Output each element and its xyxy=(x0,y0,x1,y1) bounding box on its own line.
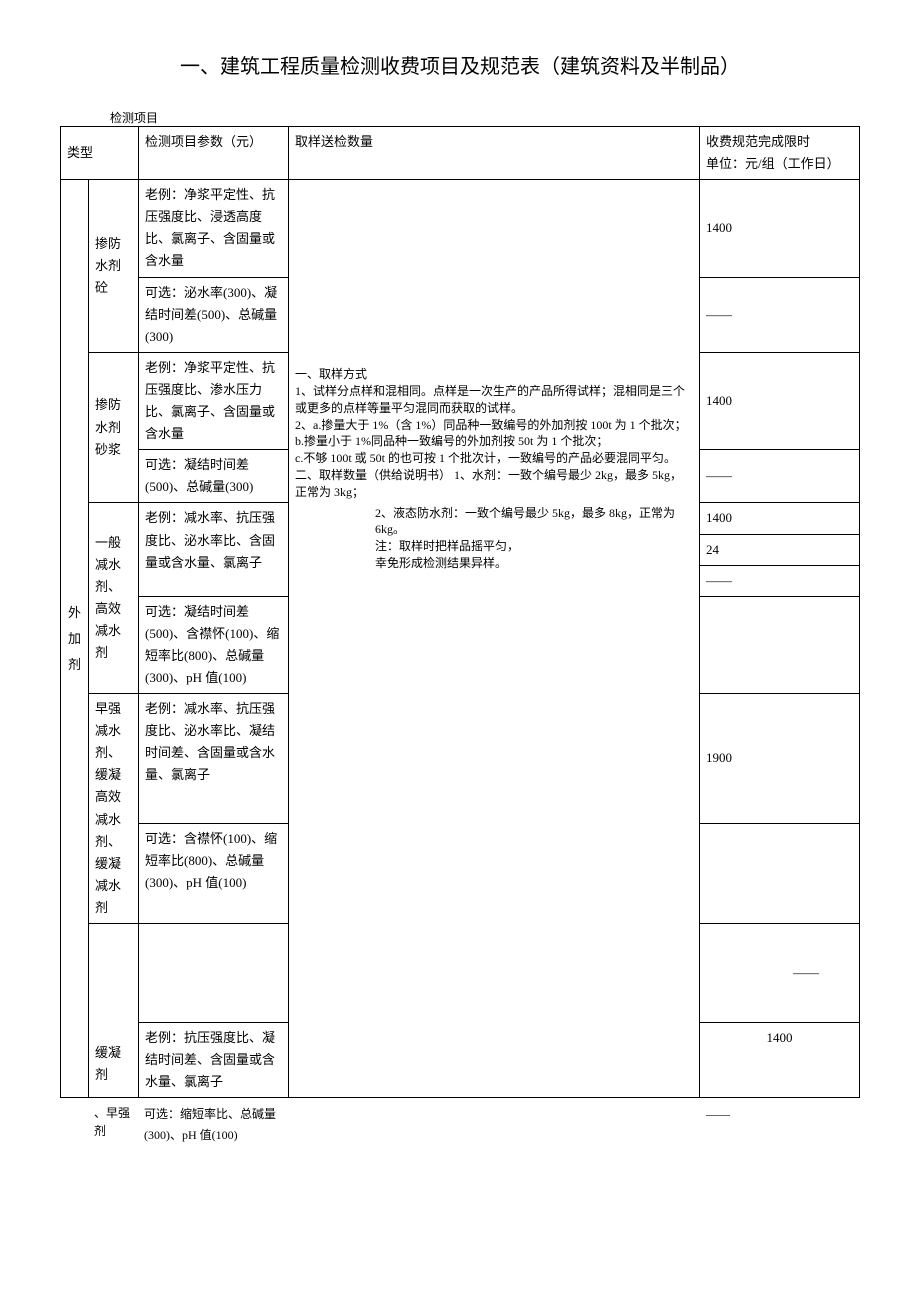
doc-title: 一、建筑工程质量检测收费项目及规范表（建筑资料及半制品） xyxy=(60,50,860,79)
params-cell: 老例：减水率、抗压强度比、泌水率比、含固量或含水量、氯离子 xyxy=(139,503,289,596)
fee-cell: 24 xyxy=(700,534,860,565)
fee-cell xyxy=(700,596,860,693)
params-cell: 可选：泌水率(300)、凝结时间差(500)、总碱量(300) xyxy=(139,277,289,352)
sub-label: 早强减水剂、缓凝高效减水剂、缓凝减水剂 xyxy=(89,694,139,924)
table-row: 、早强剂 可选：缩短率比、总碱量(300)、pH 值(100) —— xyxy=(60,1100,860,1149)
hdr-params: 检测项目参数（元） xyxy=(139,127,289,180)
params-cell: 可选：含襟怀(100)、缩短率比(800)、总碱量(300)、pH 值(100) xyxy=(139,823,289,923)
fee-cell: 1900 xyxy=(700,694,860,824)
sub-label: 缓凝剂 xyxy=(89,924,139,1098)
fee-cell: 1400 xyxy=(700,180,860,277)
header-row: 类型 检测项目参数（元） 取样送检数量 收费规范完成限时 单位：元/组（工作日） xyxy=(61,127,860,180)
sampling-cell: 一、取样方式 1、试样分点样和混相同。点样是一次生产的产品所得试样；混相同是三个… xyxy=(289,180,700,1098)
params-cell: 可选：凝结时间差(500)、总碱量(300) xyxy=(139,450,289,503)
params-cell: 可选：凝结时间差(500)、含襟怀(100)、缩短率比(800)、总碱量(300… xyxy=(139,596,289,693)
fee-cell: 1400 xyxy=(700,352,860,449)
sub-label: 一般减水剂、高效减水剂 xyxy=(89,503,139,694)
pre-header: 检测项目 xyxy=(110,109,860,126)
sampling-text-1: 一、取样方式 1、试样分点样和混相同。点样是一次生产的产品所得试样；混相同是三个… xyxy=(295,366,693,500)
fee-cell xyxy=(700,823,860,923)
fee-cell: —— xyxy=(700,277,860,352)
sampling-text-2: 2、液态防水剂：一致个编号最少 5kg，最多 8kg，正常为 6kg。 注：取样… xyxy=(295,505,693,572)
sub-label: 掺防水剂砼 xyxy=(89,180,139,353)
col1-label: 外加剂 xyxy=(61,180,89,1098)
sub-label: 掺防水剂砂浆 xyxy=(89,352,139,503)
params-cell: 老例：净浆平定性、抗压强度比、渗水压力比、氯离子、含固量或含水量 xyxy=(139,352,289,449)
params-cell: 可选：缩短率比、总碱量(300)、pH 值(100) xyxy=(138,1100,288,1149)
params-cell: 老例：抗压强度比、凝结时间差、含固量或含水量、氯离子 xyxy=(139,1023,289,1098)
fee-cell: 1400 xyxy=(700,503,860,534)
params-cell: 老例：减水率、抗压强度比、泌水率比、凝结时间差、含固量或含水量、氯离子 xyxy=(139,694,289,824)
hdr-fee: 收费规范完成限时 单位：元/组（工作日） xyxy=(700,127,860,180)
table-row: 外加剂 掺防水剂砼 老例：净浆平定性、抗压强度比、浸透高度比、氯离子、含固量或含… xyxy=(61,180,860,277)
hdr-type: 类型 xyxy=(61,127,139,180)
fee-cell: —— xyxy=(700,565,860,596)
fee-cell: —— xyxy=(700,1100,860,1149)
main-table: 类型 检测项目参数（元） 取样送检数量 收费规范完成限时 单位：元/组（工作日）… xyxy=(60,126,860,1098)
fee-cell: 1400 xyxy=(700,1023,860,1098)
params-cell: 老例：净浆平定性、抗压强度比、浸透高度比、氯离子、含固量或含水量 xyxy=(139,180,289,277)
hdr-sample: 取样送检数量 xyxy=(289,127,700,180)
params-cell xyxy=(139,924,289,1023)
fee-cell: —— xyxy=(700,450,860,503)
footer-table: 、早强剂 可选：缩短率比、总碱量(300)、pH 值(100) —— xyxy=(60,1100,860,1149)
sub-label: 、早强剂 xyxy=(88,1100,138,1149)
fee-cell: —— xyxy=(700,924,860,1023)
